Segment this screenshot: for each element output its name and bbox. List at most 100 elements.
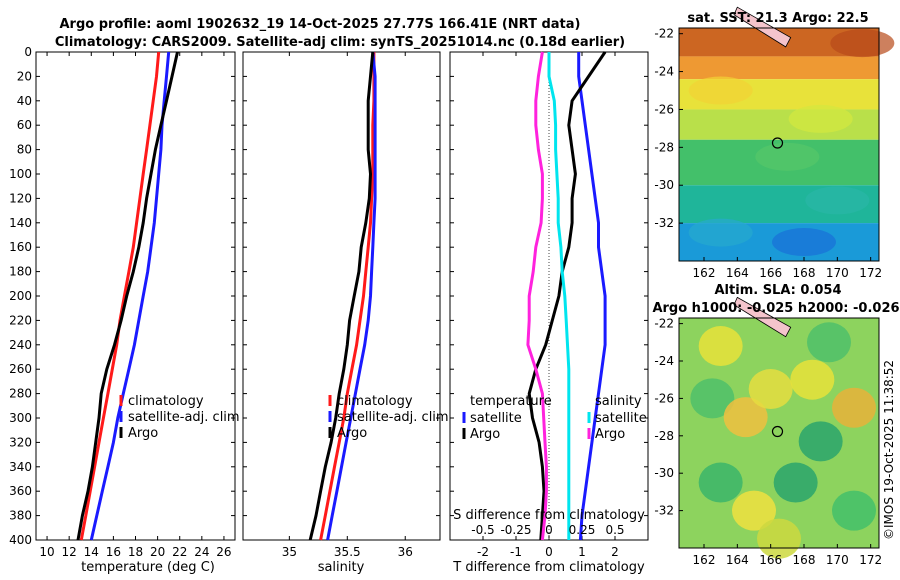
y-tick-label: 320 (9, 435, 32, 449)
y-tick-label: 360 (9, 484, 32, 498)
s-tick-label: 0 (545, 523, 553, 537)
x-tick-label: 0 (545, 545, 553, 559)
sst-patch (788, 104, 853, 133)
imos-timestamp: ©IMOS 19-Oct-2025 11:38:52 (882, 360, 896, 540)
legend-title-temperature: temperature (470, 394, 552, 409)
sst-map-panel: 162 164 166 168 170 172 -22 -24 -26 -28 -30 -32 (654, 6, 895, 280)
x-tick-label: 162 (693, 266, 716, 280)
y-tick-label: 380 (9, 509, 32, 523)
x-tick-label: 168 (793, 553, 816, 567)
y-tick-label: 200 (9, 289, 32, 303)
y-tick-label: 220 (9, 313, 32, 327)
float-position-marker (771, 425, 784, 438)
y-tick-label: -22 (654, 27, 674, 41)
x-tick-label: 14 (84, 545, 99, 559)
y-tick-label: -24 (654, 354, 674, 368)
x-tick-label: 162 (693, 553, 716, 567)
map-frame (678, 27, 880, 262)
y-tick-label: -24 (654, 65, 674, 79)
legend-label: satellite-adj. clim (337, 410, 449, 425)
x-tick-label: 170 (826, 266, 849, 280)
plot-frame (242, 51, 441, 541)
sla-map-subtitle: Argo h1000: -0.025 h2000: -0.026 (652, 301, 899, 316)
series-line-t-argo (527, 51, 607, 541)
sla-patch (832, 490, 876, 531)
sla-patch (690, 378, 735, 419)
sla-patch (732, 490, 776, 531)
y-tick-label: -28 (654, 429, 674, 443)
x-tick-label: -1 (510, 545, 522, 559)
y-tick-label: 180 (9, 265, 32, 279)
x-tick-label: 20 (150, 545, 165, 559)
x-tick-label: 166 (759, 553, 782, 567)
salinity-xlabel: salinity (318, 560, 365, 575)
y-tick-label: 0 (24, 45, 32, 59)
sst-band (679, 56, 879, 80)
legend-label: climatology (128, 394, 204, 409)
x-tick-label: 10 (39, 545, 54, 559)
y-tick-label: 300 (9, 411, 32, 425)
sla-patch (698, 326, 743, 367)
map-frame (678, 317, 880, 549)
sla-patch (757, 518, 801, 559)
y-tick-label: -30 (654, 178, 674, 192)
legend-label: Argo (337, 426, 367, 441)
y-tick-label: -32 (654, 504, 674, 518)
series-line-climatology (79, 51, 161, 541)
y-tick-label: 20 (17, 69, 32, 83)
sla-map-panel: 162 164 166 168 170 172 -22 -24 -26 -28 -30 -32 (654, 296, 882, 567)
x-tick-label: 35.5 (334, 545, 361, 559)
series-line-argo (76, 51, 179, 541)
legend-label: Argo (128, 426, 158, 441)
legend-label: satellite-adj. clim (128, 410, 240, 425)
y-tick-label: 40 (17, 94, 32, 108)
x-tick-label: 170 (826, 553, 849, 567)
new-caledonia-land (733, 6, 792, 48)
sst-patch (805, 186, 870, 215)
y-tick-label: 120 (9, 191, 32, 205)
series-line-satellite-adj--clim (89, 51, 171, 541)
y-tick-label: -32 (654, 216, 674, 230)
x-tick-label: 166 (759, 266, 782, 280)
x-tick-label: 22 (172, 545, 187, 559)
y-tick-label: -30 (654, 466, 674, 480)
x-tick-label: 168 (793, 266, 816, 280)
series-line-s-argo (526, 51, 548, 541)
x-tick-label: 2 (611, 545, 619, 559)
difference-panel: -2 -1 0 1 2 S difference from climatology-0.5… (449, 51, 649, 559)
y-tick-label: 140 (9, 216, 32, 230)
sst-map-title: sat. SST: 21.3 Argo: 22.5 (687, 11, 868, 26)
y-tick-label: -28 (654, 140, 674, 154)
legend-label: satellite (595, 411, 647, 426)
sst-patch (830, 29, 895, 58)
series-line-s-satellite (547, 52, 571, 540)
x-tick-label: 16 (106, 545, 121, 559)
legend-title-salinity: salinity (595, 394, 642, 409)
temperature-xlabel: temperature (deg C) (81, 560, 215, 575)
x-tick-label: 35 (282, 545, 297, 559)
y-tick-label: 100 (9, 167, 32, 181)
y-tick-label: 240 (9, 338, 32, 352)
x-tick-label: 18 (128, 545, 143, 559)
y-tick-label: 260 (9, 362, 32, 376)
figure-title-line1: Argo profile: aoml 1902632_19 14-Oct-202… (60, 17, 581, 32)
sla-map-title: Altim. SLA: 0.054 (715, 283, 842, 298)
sst-patch (688, 218, 753, 247)
sla-patch (698, 462, 743, 503)
new-caledonia-land (733, 296, 792, 338)
series-line-argo (308, 51, 375, 541)
float-position-marker (771, 137, 784, 149)
y-tick-label: 80 (17, 143, 32, 157)
legend-label: satellite (470, 411, 522, 426)
sst-patch (772, 228, 836, 257)
y-tick-label: 60 (17, 118, 32, 132)
temperature-panel: 0 20 40 60 80 100 120 140 160 180 200 220 240 260 280 3… (9, 45, 240, 559)
x-tick-label: 172 (859, 266, 882, 280)
y-tick-label: 340 (9, 460, 32, 474)
sla-patch (748, 369, 793, 410)
s-tick-label: 0.25 (569, 523, 596, 537)
difference-xlabel: T difference from climatology (452, 560, 645, 575)
s-tick-label: -0.5 (471, 523, 494, 537)
